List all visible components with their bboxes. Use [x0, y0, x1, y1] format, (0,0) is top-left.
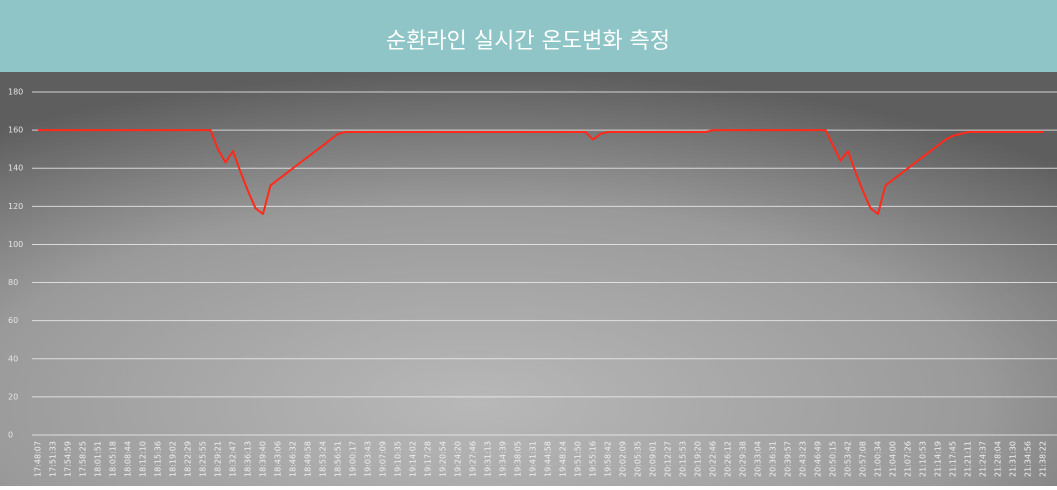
x-tick-label: 20:50:15 — [829, 441, 838, 477]
x-tick-label: 19:27:46 — [469, 441, 478, 477]
x-tick-label: 17:51:33 — [49, 441, 58, 477]
x-tick-label: 19:07:09 — [379, 441, 388, 477]
x-tick-label: 17:58:25 — [79, 441, 88, 477]
x-tick-label: 18:01:51 — [94, 441, 103, 477]
x-tick-label: 18:08:44 — [124, 441, 133, 477]
x-tick-label: 19:31:13 — [484, 441, 493, 477]
x-tick-label: 19:00:17 — [349, 441, 358, 477]
x-tick-label: 21:38:22 — [1039, 441, 1048, 477]
x-tick-label: 21:24:37 — [979, 441, 988, 477]
x-tick-label: 20:19:20 — [694, 441, 703, 477]
y-tick-label: 140 — [8, 164, 23, 173]
y-tick-label: 40 — [8, 354, 18, 363]
x-tick-label: 20:12:27 — [664, 441, 673, 477]
chart-background — [0, 72, 1057, 486]
x-tick-label: 19:48:24 — [559, 441, 568, 477]
x-tick-label: 19:38:05 — [514, 441, 523, 477]
y-tick-label: 20 — [8, 392, 18, 401]
y-tick-label: 160 — [8, 126, 23, 135]
x-tick-label: 20:57:08 — [859, 441, 868, 477]
x-tick-label: 19:44:58 — [544, 441, 553, 477]
x-tick-label: 19:14:02 — [409, 441, 418, 477]
x-tick-label: 20:46:49 — [814, 441, 823, 477]
x-tick-label: 18:29:21 — [214, 441, 223, 477]
y-tick-label: 60 — [8, 316, 18, 325]
title-bar — [0, 0, 1057, 72]
x-tick-label: 19:41:31 — [529, 441, 538, 477]
x-tick-label: 21:21:11 — [964, 441, 973, 477]
x-tick-label: 19:34:39 — [499, 441, 508, 477]
x-tick-label: 18:36:13 — [244, 441, 253, 477]
x-tick-label: 18:46:32 — [289, 441, 298, 477]
x-tick-label: 18:49:58 — [304, 441, 313, 477]
chart-title: 순환라인 실시간 온도변화 측정 — [386, 29, 670, 54]
x-tick-label: 21:00:34 — [874, 441, 883, 477]
x-tick-label: 20:02:09 — [619, 441, 628, 477]
x-tick-label: 21:31:30 — [1009, 441, 1018, 477]
x-tick-label: 20:53:42 — [844, 441, 853, 477]
x-tick-label: 18:12:10 — [139, 441, 148, 477]
x-tick-label: 21:17:45 — [949, 441, 958, 477]
x-tick-label: 21:28:04 — [994, 441, 1003, 477]
x-tick-label: 20:09:01 — [649, 441, 658, 477]
y-tick-label: 100 — [8, 240, 23, 249]
x-tick-label: 20:05:35 — [634, 441, 643, 477]
x-tick-label: 19:10:35 — [394, 441, 403, 477]
x-tick-label: 20:33:04 — [754, 441, 763, 477]
x-tick-label: 21:34:56 — [1024, 441, 1033, 477]
y-tick-label: 120 — [8, 202, 23, 211]
x-tick-label: 18:05:18 — [109, 441, 118, 477]
x-tick-label: 18:22:29 — [184, 441, 193, 477]
x-tick-label: 18:15:36 — [154, 441, 163, 477]
x-tick-label: 18:32:47 — [229, 441, 238, 477]
x-tick-label: 19:17:28 — [424, 441, 433, 477]
x-tick-label: 20:39:57 — [784, 441, 793, 477]
x-tick-label: 20:22:46 — [709, 441, 718, 477]
x-tick-label: 19:03:43 — [364, 441, 373, 477]
x-tick-label: 18:56:51 — [334, 441, 343, 477]
x-tick-label: 20:29:38 — [739, 441, 748, 477]
x-tick-label: 18:43:06 — [274, 441, 283, 477]
x-tick-label: 18:19:02 — [169, 441, 178, 477]
x-tick-label: 19:20:54 — [439, 441, 448, 477]
x-tick-label: 21:10:53 — [919, 441, 928, 477]
x-tick-label: 17:54:59 — [64, 441, 73, 477]
temperature-line — [38, 129, 1043, 215]
x-tick-label: 20:26:12 — [724, 441, 733, 477]
x-tick-label: 18:39:40 — [259, 441, 268, 477]
x-tick-label: 19:51:50 — [574, 441, 583, 477]
x-tick-label: 21:14:19 — [934, 441, 943, 477]
x-tick-label: 18:25:55 — [199, 441, 208, 477]
y-tick-label: 80 — [8, 278, 18, 287]
x-tick-label: 21:07:26 — [904, 441, 913, 477]
x-tick-label: 20:15:53 — [679, 441, 688, 477]
x-tick-label: 19:55:16 — [589, 441, 598, 477]
x-tick-label: 18:53:24 — [319, 441, 328, 477]
y-tick-label: 180 — [8, 88, 23, 97]
x-tick-label: 17:48:07 — [34, 441, 43, 477]
x-tick-label: 19:24:20 — [454, 441, 463, 477]
x-tick-label: 20:43:23 — [799, 441, 808, 477]
x-tick-label: 20:36:31 — [769, 441, 778, 477]
x-tick-label: 21:04:00 — [889, 441, 898, 477]
y-tick-label: 0 — [8, 431, 13, 440]
x-tick-label: 19:58:42 — [604, 441, 613, 477]
